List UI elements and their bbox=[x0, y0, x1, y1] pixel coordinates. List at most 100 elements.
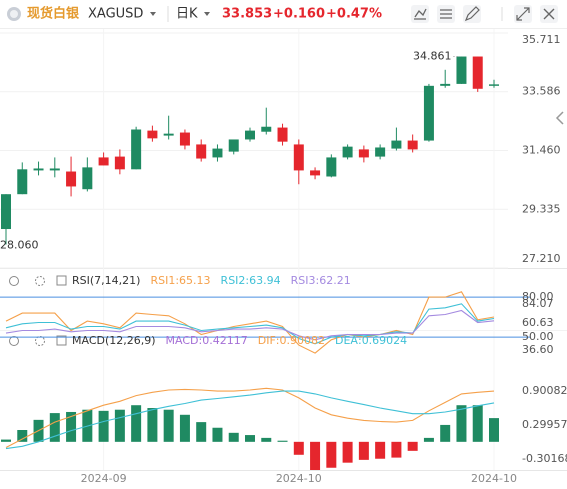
candle-body bbox=[391, 140, 402, 149]
macd-bar bbox=[228, 432, 239, 442]
macd-bar bbox=[212, 427, 223, 442]
x-tick-label: 2024-10 bbox=[471, 472, 517, 485]
rsi-icons bbox=[9, 275, 67, 286]
candle-body bbox=[179, 132, 190, 146]
legend-title: RSI(7,14,21) bbox=[72, 274, 140, 287]
candle-body bbox=[131, 129, 142, 170]
candle-body bbox=[98, 157, 109, 166]
toolbar-pen[interactable] bbox=[463, 5, 481, 23]
candle-body bbox=[472, 56, 483, 89]
x-tick-label: 2024-10 bbox=[276, 472, 322, 485]
macd-bar bbox=[245, 435, 255, 442]
candle-body bbox=[293, 144, 304, 171]
collapse-arrow[interactable] bbox=[555, 111, 564, 125]
candle-body bbox=[440, 83, 451, 86]
macd-bar bbox=[375, 441, 386, 459]
legend-separator: : bbox=[358, 334, 362, 347]
macd-bar bbox=[277, 440, 288, 442]
indicator-icon[interactable] bbox=[56, 335, 67, 346]
candle-body bbox=[163, 133, 174, 136]
candle-body bbox=[310, 170, 321, 176]
legend-separator: : bbox=[316, 274, 320, 287]
candle-body bbox=[489, 84, 499, 86]
legend-name: RSI2 bbox=[221, 274, 246, 287]
change-pct: +0.47% bbox=[326, 7, 382, 22]
macd-bar bbox=[131, 405, 142, 442]
eye-icon[interactable] bbox=[9, 276, 19, 286]
macd-bar bbox=[261, 437, 272, 442]
y-tick-label: 84.07 bbox=[522, 297, 554, 310]
y-tick-label: 35.711 bbox=[522, 33, 561, 46]
macd-bar bbox=[293, 441, 304, 455]
macd-bar bbox=[163, 409, 174, 442]
legend-separator: : bbox=[245, 274, 249, 287]
macd-bar bbox=[456, 405, 467, 442]
settings-icon[interactable] bbox=[35, 336, 45, 346]
macd-bar bbox=[179, 414, 190, 442]
dropdown-arrow[interactable] bbox=[150, 12, 156, 16]
candle-body bbox=[375, 147, 386, 157]
candle-body bbox=[277, 127, 288, 142]
level-label: 50.00 bbox=[522, 330, 554, 343]
macd-bar bbox=[17, 430, 28, 442]
series-line bbox=[5, 309, 495, 341]
macd-icons bbox=[9, 335, 67, 346]
indicator-icon[interactable] bbox=[56, 275, 67, 286]
max-label: 34.861 bbox=[413, 49, 452, 62]
legend-value: 62.21 bbox=[319, 274, 351, 287]
candle-body bbox=[17, 169, 28, 195]
candle-body bbox=[245, 130, 255, 140]
change: +0.160 bbox=[273, 7, 325, 22]
macd-bar bbox=[326, 441, 337, 468]
candle-body bbox=[33, 168, 44, 171]
asset-icon-inner bbox=[10, 10, 18, 18]
macd-bar bbox=[114, 409, 125, 442]
dropdown-arrow[interactable] bbox=[204, 12, 210, 16]
candle-body bbox=[82, 167, 93, 190]
legend-name: DEA bbox=[335, 334, 358, 347]
period[interactable]: 日K bbox=[176, 7, 198, 22]
legend-separator: : bbox=[175, 274, 179, 287]
toolbar-draw[interactable] bbox=[411, 5, 429, 23]
y-tick-label: 29.335 bbox=[522, 202, 561, 215]
candle-body bbox=[456, 56, 467, 84]
series-line bbox=[5, 291, 495, 354]
legend-separator: : bbox=[199, 334, 203, 347]
series-line bbox=[5, 390, 495, 450]
candle-body bbox=[66, 171, 77, 187]
toolbar-fullscreen[interactable] bbox=[514, 5, 532, 23]
macd-bar bbox=[49, 413, 60, 442]
macd-bar bbox=[391, 441, 402, 458]
candle-body bbox=[196, 144, 207, 159]
legend-value: 63.94 bbox=[249, 274, 281, 287]
macd-bar bbox=[147, 408, 158, 442]
y-tick-label: 33.586 bbox=[522, 85, 561, 98]
macd-bar bbox=[1, 439, 11, 442]
legend-value: 0.90082 bbox=[280, 334, 326, 347]
candle-body bbox=[423, 85, 434, 141]
price: 33.853 bbox=[222, 7, 272, 22]
y-tick-label: 36.60 bbox=[522, 343, 554, 356]
y-tick-label: 0.29957 bbox=[522, 418, 567, 431]
legend-separator: : bbox=[276, 334, 280, 347]
eye-icon[interactable] bbox=[9, 336, 19, 346]
candle-body bbox=[147, 130, 158, 139]
y-tick-label: -0.30168 bbox=[522, 452, 567, 465]
min-label: 28.060 bbox=[0, 239, 39, 252]
level-label: 80.00 bbox=[522, 290, 554, 303]
macd-bar bbox=[342, 441, 353, 463]
settings-icon[interactable] bbox=[35, 276, 45, 286]
macd-bar bbox=[196, 422, 207, 442]
legend-value: 65.13 bbox=[179, 274, 211, 287]
y-tick-label: 60.63 bbox=[522, 316, 554, 329]
candle-body bbox=[358, 149, 369, 158]
symbol[interactable]: XAGUSD bbox=[88, 7, 143, 22]
candle-body bbox=[326, 157, 337, 177]
toolbar-close[interactable] bbox=[540, 5, 558, 23]
macd-bar bbox=[489, 418, 499, 442]
macd-bar bbox=[407, 441, 418, 451]
y-tick-label: 0.90082 bbox=[522, 384, 567, 397]
toolbar-indicator[interactable] bbox=[437, 5, 455, 23]
macd-bar bbox=[310, 441, 321, 470]
